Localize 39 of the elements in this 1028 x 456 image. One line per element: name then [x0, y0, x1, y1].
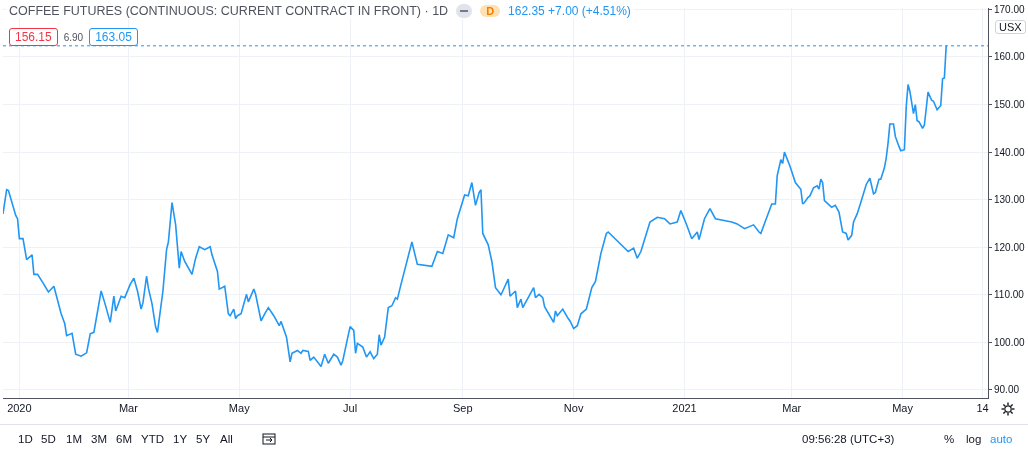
text: 5D — [41, 433, 56, 445]
text: 1D — [18, 433, 33, 445]
y-tick-label: 170.00 — [994, 3, 1026, 15]
annotation: 162.35 +7.00 (+4.51%) — [508, 4, 631, 18]
text: 6M — [116, 433, 132, 445]
text: 1M — [66, 433, 82, 445]
x-tick-label: Mar — [782, 402, 802, 415]
text: log — [966, 433, 982, 445]
x-tick-label: May — [892, 402, 914, 415]
text: USX — [995, 20, 1026, 34]
text: auto — [990, 433, 1013, 445]
y-tick-label: 120.00 — [994, 241, 1026, 253]
text: % — [944, 433, 955, 445]
x-tick-label: May — [228, 402, 251, 415]
y-tick-label: 160.00 — [994, 51, 1026, 63]
text: 1Y — [173, 433, 188, 445]
text: YTD — [141, 433, 164, 445]
text: 09:56:28 (UTC+3) — [802, 433, 895, 445]
annotation: 163.05 — [89, 28, 138, 46]
y-tick-label: 90.00 — [994, 384, 1020, 396]
y-tick-label: 150.00 — [994, 99, 1026, 111]
x-tick-label: 2021 — [672, 402, 697, 415]
y-tick-label: 110.00 — [994, 289, 1025, 301]
x-tick-label: Jul — [343, 402, 358, 415]
y-tick-label: 140.00 — [994, 146, 1026, 158]
chart-title: COFFEE FUTURES (CONTINUOUS: CURRENT CONTRACT IN FRONT) · 1D — [9, 4, 449, 18]
text: 5Y — [196, 433, 211, 445]
x-tick-label: Nov — [563, 402, 584, 415]
y-tick-label: 130.00 — [994, 194, 1026, 206]
x-tick-label: Mar — [118, 402, 139, 415]
text: 3M — [91, 433, 107, 445]
x-tick-label: 2020 — [7, 402, 32, 415]
x-tick-label: Sep — [453, 402, 473, 415]
text: All — [220, 433, 233, 445]
annotation: 156.15 — [9, 28, 58, 46]
annotation: D — [480, 5, 501, 17]
annotation: 6.90 — [63, 31, 84, 43]
x-tick-label: 14 — [976, 402, 989, 415]
y-tick-label: 100.00 — [994, 336, 1026, 348]
